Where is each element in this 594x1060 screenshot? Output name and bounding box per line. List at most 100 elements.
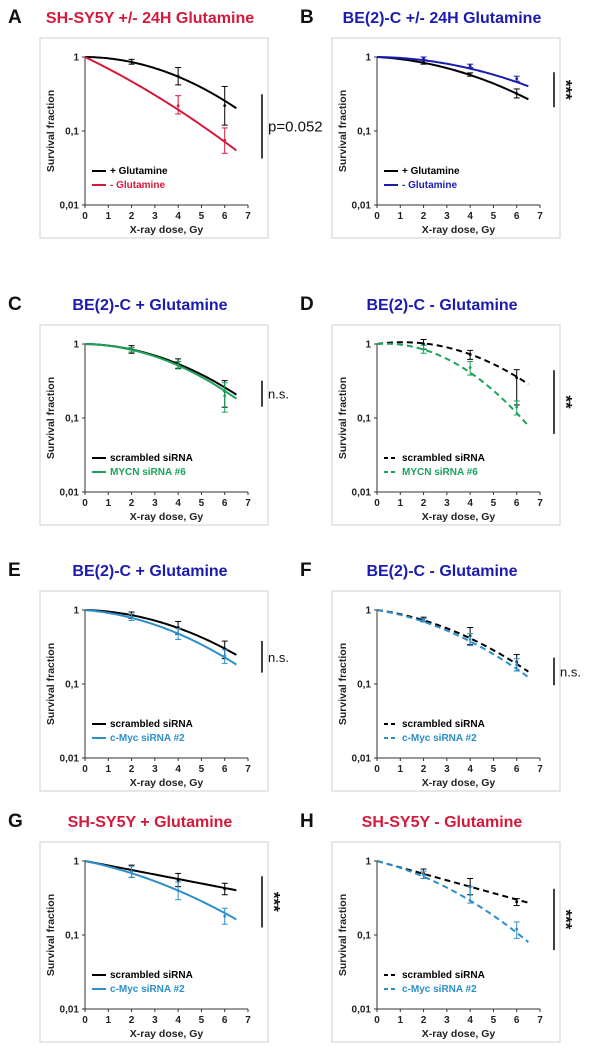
legend-label: c-Myc siRNA #2: [402, 984, 477, 995]
series-line-2: [376, 56, 529, 88]
legend-label: scrambled siRNA: [402, 719, 485, 730]
x-tick-label: 4: [467, 498, 473, 509]
legend-label: c-Myc siRNA #2: [110, 984, 185, 995]
data-point: [422, 873, 425, 877]
y-axis-label: Survival fraction: [45, 643, 57, 725]
data-point: [176, 74, 180, 78]
x-tick-label: 3: [152, 498, 158, 509]
legend-label: scrambled siRNA: [110, 453, 193, 464]
chart-panel-e: E BE(2)-C + Glutamine 0,01 0,1 1 0 1 2 3 4 5 6 7 X-ra…: [8, 560, 289, 792]
data-point: [468, 366, 472, 369]
x-tick-label: 2: [129, 1015, 135, 1026]
y-tick-label: 0,01: [352, 1005, 372, 1016]
y-tick-label: 1: [365, 606, 371, 617]
series-line-1: [84, 56, 237, 110]
x-tick-label: 5: [199, 211, 205, 222]
series-line-2: [376, 860, 529, 943]
x-tick-label: 6: [514, 764, 520, 775]
x-tick-label: 0: [374, 211, 380, 222]
x-tick-label: 6: [222, 211, 228, 222]
x-tick-label: 4: [175, 764, 181, 775]
x-tick-label: 5: [491, 764, 497, 775]
x-tick-label: 3: [444, 764, 450, 775]
x-tick-label: 4: [467, 764, 473, 775]
x-tick-label: 7: [537, 498, 543, 509]
chart-title: SH-SY5Y +/- 24H Glutamine: [46, 10, 254, 27]
data-point: [515, 900, 519, 904]
x-tick-label: 5: [199, 498, 205, 509]
x-tick-label: 4: [175, 211, 181, 222]
data-point: [176, 889, 180, 892]
x-tick-label: 1: [398, 1015, 404, 1026]
data-point: [515, 405, 519, 409]
y-axis-label: Survival fraction: [337, 377, 349, 459]
panel-letter: B: [300, 7, 314, 28]
x-tick-label: 3: [444, 1015, 450, 1026]
x-tick-label: 1: [398, 764, 404, 775]
chart-title: BE(2)-C - Glutamine: [366, 563, 517, 580]
x-tick-label: 1: [106, 764, 112, 775]
series-line-1: [84, 609, 237, 656]
significance-label: n.s.: [560, 664, 581, 679]
panel-letter: G: [8, 811, 23, 832]
y-tick-label: 0,01: [352, 488, 372, 499]
y-axis-label: Survival fraction: [337, 643, 349, 725]
significance-label: p=0.052: [268, 118, 323, 135]
legend-label: MYCN siRNA #6: [110, 467, 186, 478]
x-tick-label: 5: [491, 211, 497, 222]
x-tick-label: 2: [129, 498, 135, 509]
chart-panel-b: B BE(2)-C +/- 24H Glutamine 0,01 0,1 1 0 1 2 3 4 5…: [300, 7, 576, 239]
legend-label: c-Myc siRNA #2: [110, 733, 185, 744]
y-tick-label: 1: [73, 340, 79, 351]
series-line-2: [376, 342, 530, 427]
x-tick-label: 4: [467, 1015, 473, 1026]
data-point: [223, 914, 227, 918]
y-axis-label: Survival fraction: [337, 894, 349, 976]
x-tick-label: 3: [444, 211, 450, 222]
data-point: [130, 348, 133, 352]
x-tick-label: 2: [421, 1015, 427, 1026]
x-tick-label: 6: [222, 1015, 228, 1026]
y-tick-label: 0,1: [357, 931, 371, 942]
y-tick-label: 0,1: [357, 414, 371, 425]
x-tick-label: 1: [106, 211, 112, 222]
chart-panel-g: G SH-SY5Y + Glutamine 0,01 0,1 1 0 1 2 3 4 5 6 7 X-ra…: [8, 811, 284, 1043]
x-tick-label: 4: [175, 1015, 181, 1026]
chart-panel-h: H SH-SY5Y - Glutamine 0,01 0,1 1 0 1 2 3 4 5 6 7 X-ra…: [300, 811, 576, 1043]
data-point: [422, 347, 425, 351]
y-tick-label: 0,01: [60, 488, 80, 499]
data-point: [515, 92, 519, 96]
x-tick-label: 4: [467, 211, 473, 222]
x-tick-label: 1: [398, 498, 404, 509]
x-tick-label: 6: [514, 1015, 520, 1026]
legend-label: scrambled siRNA: [110, 719, 193, 730]
legend-label: scrambled siRNA: [110, 970, 193, 981]
chart-panel-d: D BE(2)-C - Glutamine 0,01 0,1 1 0 1 2 3 4 5 6 7 X-ra…: [300, 294, 576, 526]
data-point: [223, 104, 227, 108]
x-tick-label: 7: [245, 211, 251, 222]
significance-label: ***: [557, 80, 576, 100]
series-line-2: [84, 609, 237, 666]
y-tick-label: 1: [365, 340, 371, 351]
y-tick-label: 0,1: [357, 680, 371, 691]
chart-title: BE(2)-C +/- 24H Glutamine: [343, 10, 542, 27]
x-tick-label: 5: [491, 498, 497, 509]
series-line-1: [376, 860, 529, 904]
legend-label: - Glutamine: [402, 180, 457, 191]
data-point: [468, 73, 472, 76]
y-axis-label: Survival fraction: [45, 377, 57, 459]
data-point: [422, 60, 425, 64]
x-tick-label: 2: [421, 498, 427, 509]
panel-letter: C: [8, 294, 22, 315]
data-point: [130, 60, 133, 64]
data-point: [176, 632, 180, 635]
x-axis-label: X-ray dose, Gy: [130, 777, 204, 789]
x-axis-label: X-ray dose, Gy: [130, 224, 204, 236]
y-tick-label: 1: [73, 53, 79, 64]
series-line-1: [84, 860, 237, 892]
data-point: [468, 638, 472, 641]
significance-label: ***: [265, 892, 284, 912]
chart-panel-a: A SH-SY5Y +/- 24H Glutamine 0,01 0,1 1 0 1 2 3 4 5…: [8, 7, 323, 239]
legend-label: + Glutamine: [402, 166, 460, 177]
x-tick-label: 0: [82, 498, 88, 509]
